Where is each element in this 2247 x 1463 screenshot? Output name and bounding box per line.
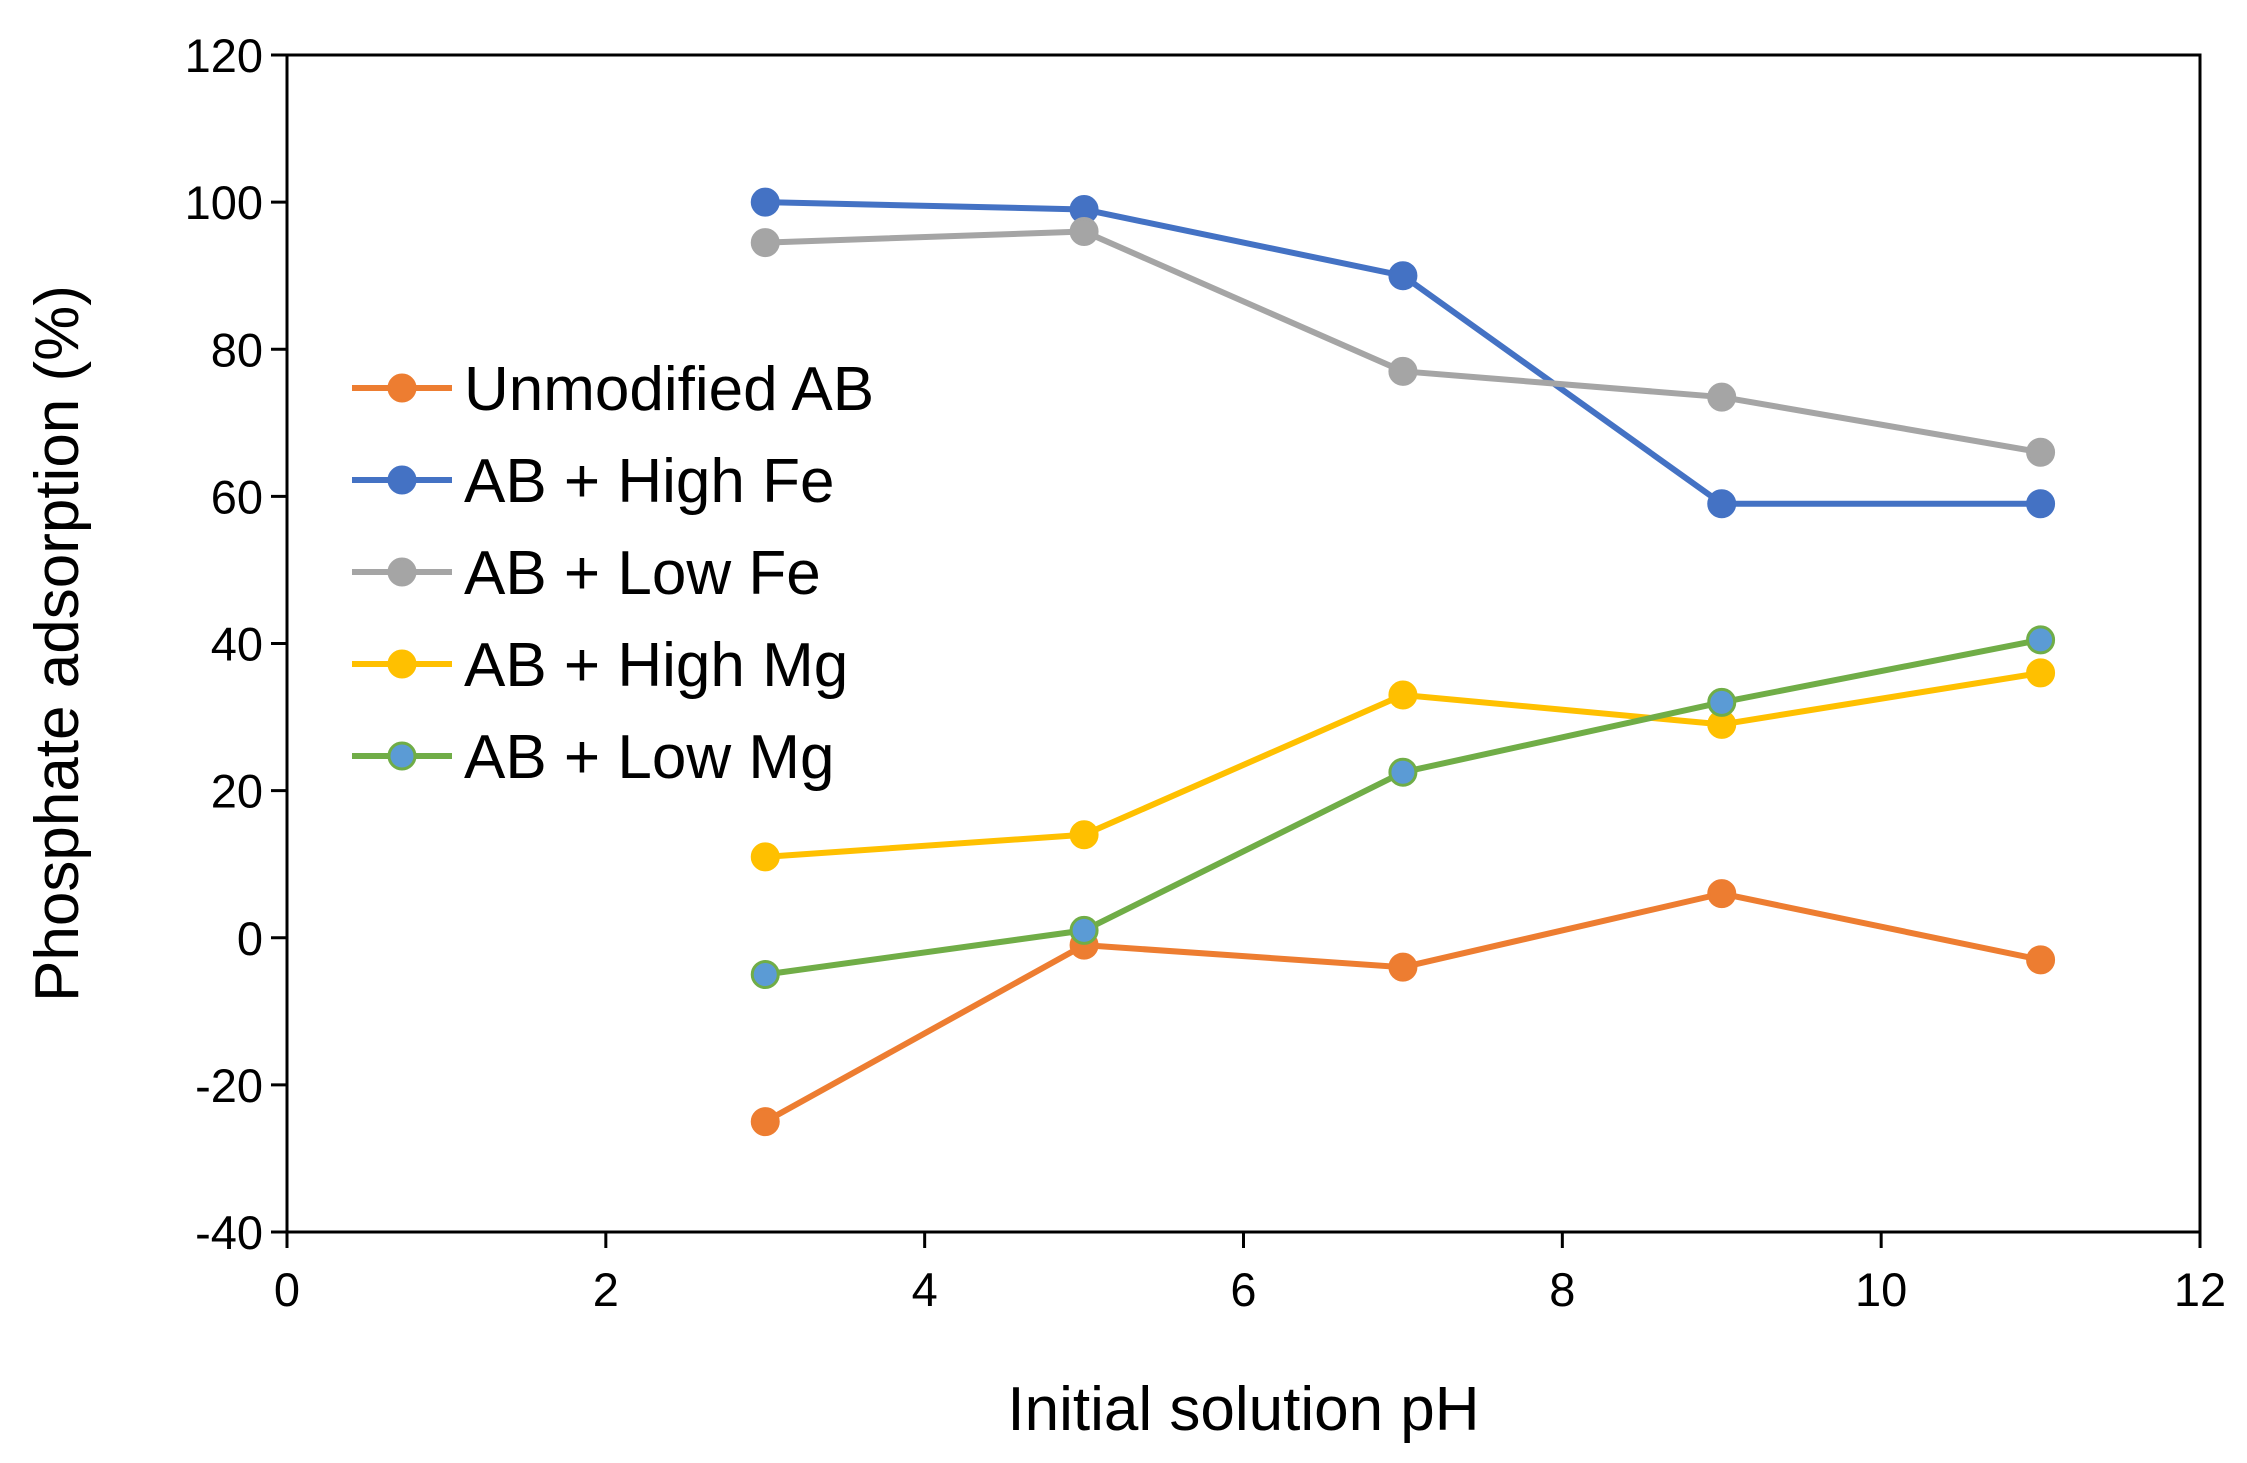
- data-point: [1707, 489, 1737, 519]
- series-ab-high-fe: [750, 187, 2056, 519]
- legend-marker: [387, 373, 417, 403]
- series-layer: [750, 187, 2056, 1137]
- data-point: [1388, 261, 1418, 291]
- legend-item: AB + High Fe: [352, 447, 834, 516]
- data-point: [2026, 437, 2056, 467]
- data-point: [1388, 757, 1418, 787]
- legend: Unmodified AB AB + High Fe AB + Low Fe AB +…: [352, 355, 874, 792]
- series-ab-low-mg: [750, 625, 2056, 990]
- data-point: [2026, 625, 2056, 655]
- data-point: [1388, 356, 1418, 386]
- series-unmodified-ab: [750, 879, 2056, 1137]
- series-ab-high-mg: [750, 658, 2056, 872]
- y-tick-label: 20: [211, 765, 263, 818]
- data-point: [2026, 489, 2056, 519]
- x-tick-label: 0: [274, 1263, 300, 1316]
- legend-item: AB + Low Mg: [352, 723, 834, 792]
- x-tick-label: 4: [912, 1263, 938, 1316]
- y-tick-label: 120: [185, 29, 263, 82]
- x-axis-title: Initial solution pH: [1007, 1375, 1479, 1444]
- data-point: [750, 842, 780, 872]
- data-point: [1388, 680, 1418, 710]
- legend-item: Unmodified AB: [352, 355, 874, 424]
- x-tick-label: 12: [2174, 1263, 2226, 1316]
- legend-label: AB + Low Fe: [464, 539, 821, 608]
- y-tick-label: 60: [211, 470, 263, 523]
- legend-marker: [387, 741, 417, 771]
- data-point: [1069, 915, 1099, 945]
- data-point: [1388, 952, 1418, 982]
- data-point: [1707, 879, 1737, 909]
- legend-label: Unmodified AB: [464, 355, 874, 424]
- data-point: [2026, 945, 2056, 975]
- y-tick-label: 100: [185, 176, 263, 229]
- data-point: [1069, 820, 1099, 850]
- data-point: [1707, 687, 1737, 717]
- legend-label: AB + Low Mg: [464, 723, 834, 792]
- y-tick-label: 0: [237, 912, 263, 965]
- x-tick-label: 6: [1230, 1263, 1256, 1316]
- y-axis: -40 -20 0 20 40 60 80 100 120: [185, 29, 287, 1259]
- x-axis: 0 2 4 6 8 10 12: [274, 1232, 2226, 1316]
- series-line: [765, 199, 2041, 507]
- data-point: [1707, 382, 1737, 412]
- legend-marker: [387, 465, 417, 495]
- x-tick-label: 2: [593, 1263, 619, 1316]
- data-point: [750, 228, 780, 258]
- legend-item: AB + High Mg: [352, 631, 848, 700]
- y-tick-label: 40: [211, 618, 263, 671]
- y-tick-label: -20: [195, 1059, 263, 1112]
- legend-item: AB + Low Fe: [352, 539, 821, 608]
- x-tick-label: 8: [1549, 1263, 1575, 1316]
- legend-label: AB + High Fe: [464, 447, 834, 516]
- y-tick-label: -40: [195, 1206, 263, 1259]
- series-ab-low-fe: [750, 217, 2056, 467]
- x-tick-label: 10: [1855, 1263, 1907, 1316]
- data-point: [2026, 658, 2056, 688]
- y-axis-title: Phosphate adsorption (%): [23, 285, 92, 1002]
- data-point: [750, 1107, 780, 1137]
- series-line: [763, 890, 2042, 1125]
- legend-marker: [387, 557, 417, 587]
- data-point: [750, 960, 780, 990]
- legend-marker: [387, 649, 417, 679]
- legend-label: AB + High Mg: [464, 631, 848, 700]
- y-tick-label: 80: [211, 323, 263, 376]
- data-point: [750, 187, 780, 217]
- data-point: [1069, 217, 1099, 247]
